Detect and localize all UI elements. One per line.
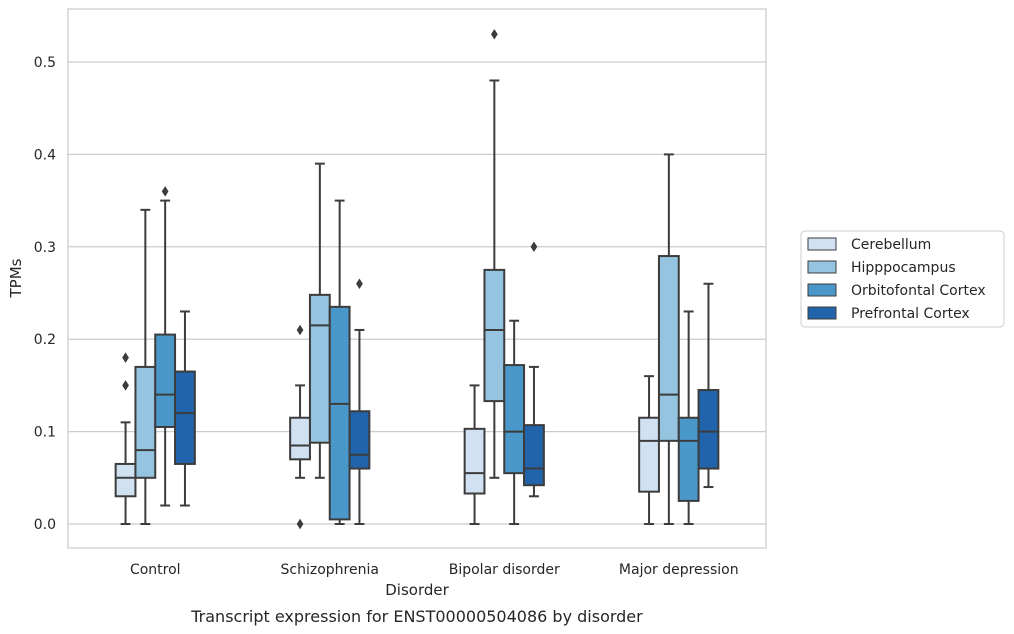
outlier-point xyxy=(122,380,129,391)
box-cerebellum-2 xyxy=(463,384,486,525)
x-tick-label: Schizophrenia xyxy=(281,562,379,578)
outlier-point xyxy=(530,241,538,253)
box-hipppocampus-1 xyxy=(308,162,331,479)
y-tick-labels: 0.0 0.1 0.2 0.3 0.4 0.5 xyxy=(34,55,56,533)
outlier-point xyxy=(356,278,363,290)
box-hipppocampus-0 xyxy=(134,208,157,525)
y-tick-label: 0.5 xyxy=(34,55,56,71)
box-hipppocampus-2 xyxy=(483,29,506,479)
y-tick-label: 0.3 xyxy=(34,240,56,256)
box-groups xyxy=(114,29,720,530)
legend-label: Hipppocampus xyxy=(851,260,956,276)
box-prefrontal-cortex-2 xyxy=(523,241,545,498)
y-tick-label: 0.4 xyxy=(34,147,56,163)
box-cerebellum-3 xyxy=(638,375,660,525)
iqr-box xyxy=(328,305,351,521)
outlier-point xyxy=(161,186,169,197)
legend-swatch xyxy=(807,237,837,251)
iqr-box xyxy=(677,416,700,502)
x-tick-label: Major depression xyxy=(619,562,739,578)
figure-caption: Transcript expression for ENST0000050408… xyxy=(190,607,643,626)
box-orbitofontal-cortex-2 xyxy=(503,319,526,525)
x-tick-labels: Control Schizophrenia Bipolar disorder Majo… xyxy=(130,562,739,578)
iqr-box xyxy=(289,416,311,461)
legend-label: Cerebellum xyxy=(851,237,931,253)
box-prefrontal-cortex-3 xyxy=(697,282,720,489)
legend-frame xyxy=(800,230,1005,328)
plot-area-frame xyxy=(67,8,767,549)
outlier-point xyxy=(296,324,304,336)
box-prefrontal-cortex-1 xyxy=(348,278,371,525)
x-axis-title: Disorder xyxy=(385,581,449,599)
legend-swatch xyxy=(807,283,837,297)
iqr-box xyxy=(348,410,371,470)
iqr-box xyxy=(697,389,720,470)
iqr-box xyxy=(174,370,196,465)
iqr-box xyxy=(463,427,486,495)
iqr-box xyxy=(483,268,506,403)
y-tick-label: 0.2 xyxy=(34,332,56,348)
box-hipppocampus-3 xyxy=(657,153,680,525)
iqr-box xyxy=(657,255,680,442)
y-axis-title: TPMs xyxy=(7,258,25,298)
iqr-box xyxy=(134,365,157,479)
iqr-box xyxy=(503,364,526,475)
iqr-box xyxy=(308,293,331,444)
iqr-box xyxy=(523,424,545,487)
box-prefrontal-cortex-0 xyxy=(174,310,196,507)
legend-label: Prefrontal Cortex xyxy=(851,306,970,322)
x-tick-label: Control xyxy=(130,562,181,578)
iqr-box xyxy=(154,333,177,428)
box-cerebellum-0 xyxy=(114,352,137,525)
legend: Cerebellum Hipppocampus Orbitofontal Corte… xyxy=(800,230,1005,328)
legend-swatch xyxy=(807,260,837,274)
iqr-box xyxy=(638,416,660,493)
box-cerebellum-1 xyxy=(289,324,311,530)
legend-label: Orbitofontal Cortex xyxy=(851,283,986,299)
x-tick-label: Bipolar disorder xyxy=(449,562,560,578)
outlier-point xyxy=(122,352,129,363)
box-orbitofontal-cortex-0 xyxy=(154,186,177,507)
outlier-point xyxy=(296,518,304,530)
iqr-box xyxy=(114,462,137,498)
box-orbitofontal-cortex-1 xyxy=(328,199,351,525)
y-tick-label: 0.0 xyxy=(34,517,56,533)
y-tick-label: 0.1 xyxy=(34,425,56,441)
legend-swatch xyxy=(807,306,837,320)
outlier-point xyxy=(490,29,498,40)
box-orbitofontal-cortex-3 xyxy=(677,310,700,525)
